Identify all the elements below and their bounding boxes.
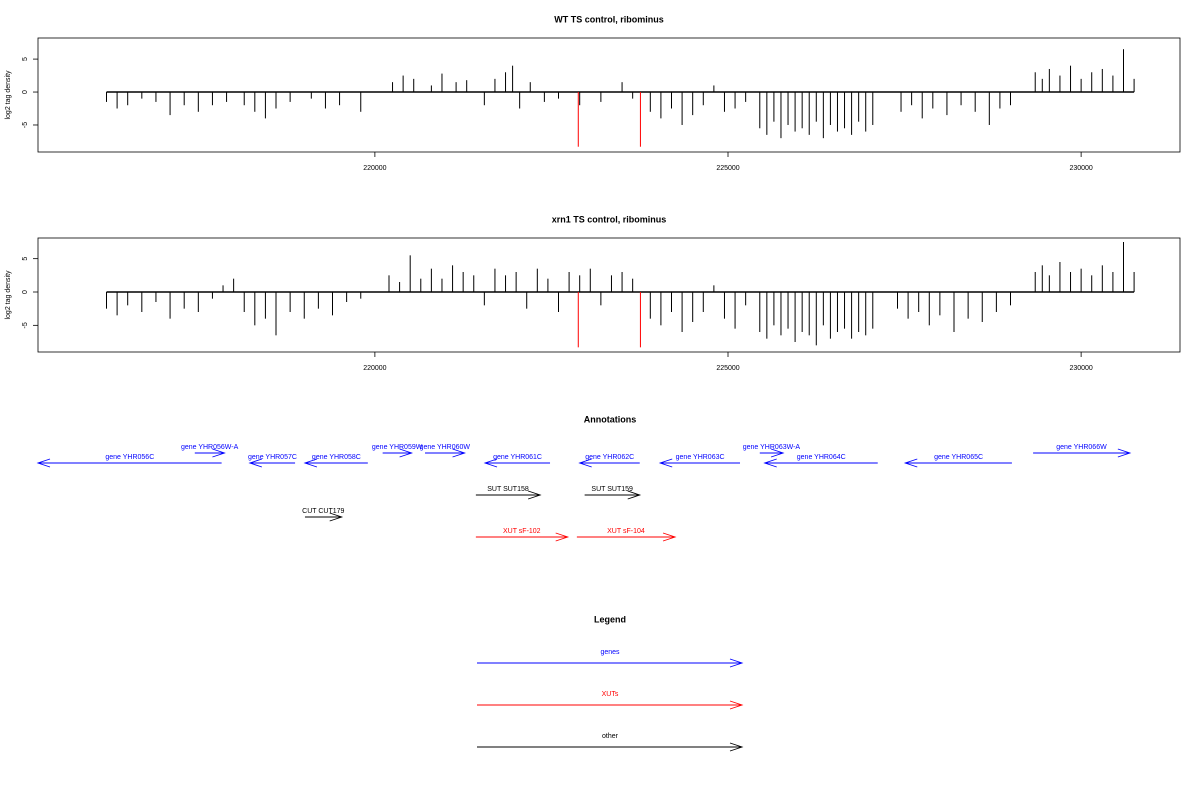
legend-arrow-head bbox=[729, 658, 744, 668]
plot-frame bbox=[37, 37, 1181, 153]
feature-label: XUT sF-104 bbox=[607, 528, 645, 535]
feature-label: gene YHR064C bbox=[797, 454, 846, 461]
feature-label: gene YHR065C bbox=[934, 454, 983, 461]
feature-arrow-head bbox=[903, 458, 918, 468]
feature-arrow-head bbox=[763, 458, 777, 468]
feature-arrow-head bbox=[303, 458, 318, 468]
annotations-title: Annotations bbox=[584, 414, 637, 424]
y-tick-label: 5 bbox=[22, 257, 29, 261]
feature-label: gene YHR061C bbox=[493, 454, 542, 461]
feature-arrow-head bbox=[483, 458, 498, 468]
legend-label: genes bbox=[600, 649, 620, 656]
x-tick-label: 230000 bbox=[1069, 165, 1092, 172]
y-tick-label: 0 bbox=[22, 290, 29, 294]
x-tick-label: 220000 bbox=[363, 165, 386, 172]
feature-label: SUT SUT159 bbox=[591, 486, 633, 493]
feature-arrow-head bbox=[212, 448, 226, 458]
y-axis-label: log2 tag density bbox=[5, 70, 12, 120]
feature-label: CUT CUT179 bbox=[302, 508, 344, 515]
feature-arrow-head bbox=[36, 458, 51, 468]
feature-label: XUT sF-102 bbox=[503, 528, 541, 535]
chart-title: WT TS control, ribominus bbox=[554, 14, 664, 24]
feature-label: gene YHR063C bbox=[676, 454, 725, 461]
feature-label: gene YHR063W-A bbox=[743, 444, 801, 451]
y-tick-label: -5 bbox=[22, 322, 29, 328]
legend-label: XUTs bbox=[602, 691, 619, 698]
y-tick-label: 5 bbox=[22, 57, 29, 61]
y-axis-label: log2 tag density bbox=[5, 270, 12, 320]
feature-arrow-head bbox=[770, 448, 785, 458]
x-tick-label: 220000 bbox=[363, 365, 386, 372]
legend-arrow-head bbox=[729, 742, 744, 752]
x-tick-label: 225000 bbox=[716, 365, 739, 372]
feature-arrow-head bbox=[555, 532, 570, 542]
feature-label: gene YHR058C bbox=[312, 454, 361, 461]
feature-label: gene YHR062C bbox=[585, 454, 634, 461]
feature-label: gene YHR056W-A bbox=[181, 444, 239, 451]
feature-label: gene YHR066W bbox=[1056, 444, 1107, 451]
feature-arrow-head bbox=[399, 448, 414, 458]
legend-label: other bbox=[602, 733, 619, 740]
chart-title: xrn1 TS control, ribominus bbox=[552, 214, 667, 224]
feature-label: gene YHR056C bbox=[105, 454, 154, 461]
feature-label: gene YHR057C bbox=[248, 454, 297, 461]
x-tick-label: 230000 bbox=[1069, 365, 1092, 372]
legend-arrow-head bbox=[729, 700, 744, 710]
feature-arrow-head bbox=[658, 458, 673, 468]
x-tick-label: 225000 bbox=[716, 165, 739, 172]
legend-title: Legend bbox=[594, 614, 626, 624]
feature-arrow-head bbox=[329, 512, 344, 522]
feature-arrow-head bbox=[578, 458, 592, 468]
feature-arrow-head bbox=[627, 490, 642, 500]
feature-label: gene YHR059W bbox=[372, 444, 423, 451]
y-tick-label: -5 bbox=[22, 122, 29, 128]
feature-arrow-head bbox=[452, 448, 466, 458]
feature-arrow-head bbox=[248, 458, 263, 468]
plot-frame bbox=[37, 237, 1181, 353]
feature-label: gene YHR060W bbox=[420, 444, 471, 451]
feature-arrow-head bbox=[527, 490, 542, 500]
feature-label: SUT SUT158 bbox=[487, 486, 529, 493]
feature-arrow-head bbox=[662, 532, 677, 542]
feature-arrow-head bbox=[1117, 448, 1132, 458]
y-tick-label: 0 bbox=[22, 90, 29, 94]
